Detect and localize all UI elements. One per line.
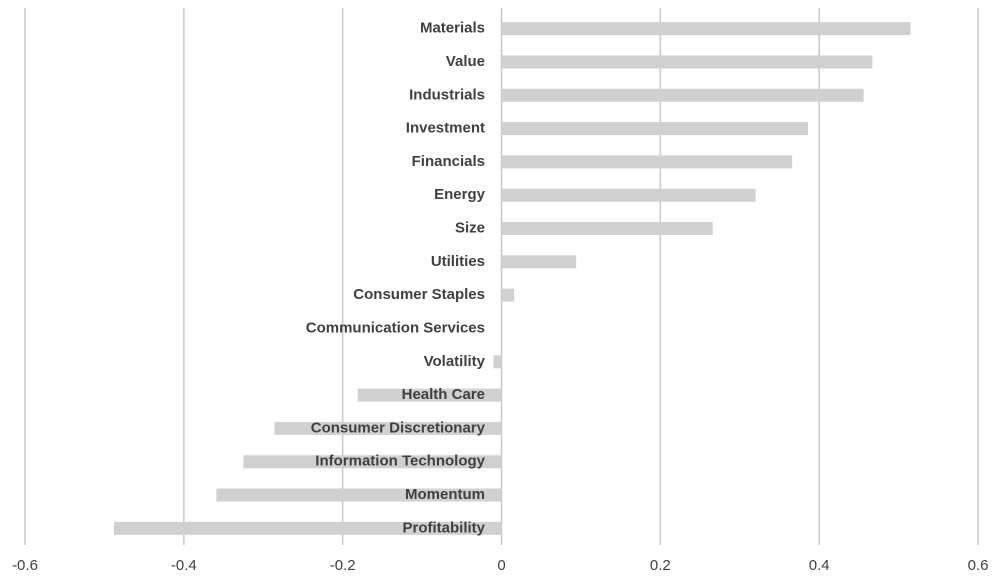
x-tick-label: 0.2 bbox=[650, 557, 671, 574]
bar bbox=[501, 122, 809, 136]
x-tick-label: 0 bbox=[497, 557, 505, 574]
category-label: Financials bbox=[412, 153, 485, 170]
category-label: Consumer Discretionary bbox=[311, 419, 486, 436]
x-tick-label: -0.6 bbox=[12, 557, 38, 574]
category-label: Industrials bbox=[409, 86, 485, 103]
category-label: Value bbox=[446, 53, 485, 70]
bar bbox=[274, 421, 502, 435]
bar bbox=[501, 55, 873, 69]
bar bbox=[501, 155, 793, 169]
x-tick-label: -0.2 bbox=[330, 557, 356, 574]
bar bbox=[501, 22, 911, 36]
category-label: Momentum bbox=[405, 486, 485, 503]
category-label: Health Care bbox=[402, 386, 485, 403]
x-tick-label: 0.6 bbox=[968, 557, 989, 574]
bar bbox=[216, 488, 502, 502]
category-label: Utilities bbox=[431, 253, 485, 270]
category-label: Profitability bbox=[402, 519, 485, 536]
bar bbox=[243, 455, 502, 469]
category-label: Consumer Staples bbox=[353, 286, 485, 303]
bar bbox=[501, 88, 864, 102]
category-label: Information Technology bbox=[315, 453, 485, 470]
x-tick-label: -0.4 bbox=[171, 557, 197, 574]
category-label: Size bbox=[455, 220, 485, 237]
category-label: Volatility bbox=[424, 353, 486, 370]
bar bbox=[493, 355, 502, 369]
bar bbox=[501, 255, 577, 269]
x-tick-label: 0.4 bbox=[809, 557, 830, 574]
category-label: Investment bbox=[406, 120, 485, 137]
bar bbox=[357, 388, 502, 402]
category-label: Communication Services bbox=[306, 319, 485, 336]
bar bbox=[501, 188, 756, 202]
bar bbox=[501, 288, 515, 302]
category-label: Materials bbox=[420, 20, 485, 37]
bar bbox=[113, 521, 502, 535]
bar bbox=[501, 222, 713, 236]
category-label: Energy bbox=[434, 186, 486, 203]
